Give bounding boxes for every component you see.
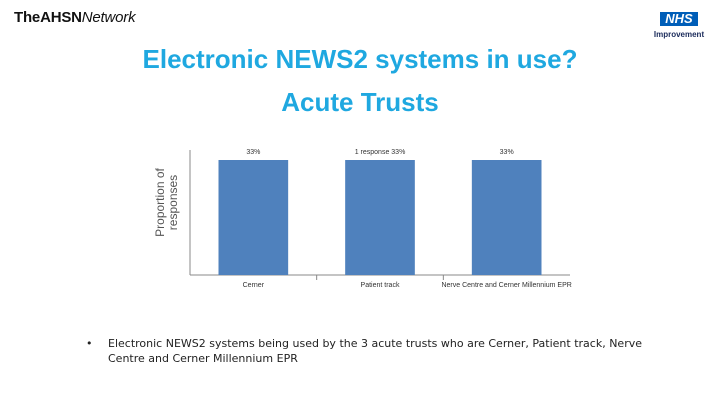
bar-chart: Proportion ofresponses 33% Cerner 1 respons… (153, 149, 572, 289)
x-tick-label-2: Patient track (361, 282, 400, 289)
bullet-text: Electronic NEWS2 systems being used by t… (108, 337, 642, 365)
slide-title-line-2: Acute Trusts (281, 87, 439, 117)
x-tick-label-1: Cerner (243, 282, 265, 289)
nhs-improvement-logo: NHS Improvement (648, 10, 710, 40)
bar-3 (471, 160, 542, 275)
x-tick-label-3: Nerve Centre and Cerner Millennium EPR (441, 282, 571, 289)
bullet-marker: • (86, 337, 93, 350)
data-label-2: 1 response 33% (355, 149, 406, 156)
bar-1 (218, 160, 289, 275)
data-label-1: 33% (246, 149, 260, 156)
nhs-badge: NHS (660, 12, 698, 26)
slide-title-line-1: Electronic NEWS2 systems in use? (142, 44, 578, 74)
brand-the: The (14, 9, 41, 26)
brand-network: Network (81, 9, 136, 26)
brand-ahsn: AHSN (40, 9, 82, 26)
plot-area: Proportion ofresponses 33% Cerner 1 respons… (153, 149, 572, 289)
ahsn-network-logo: TheAHSNNetwork (14, 9, 136, 26)
nhs-sub-label: Improvement (653, 30, 705, 39)
bar-2 (345, 160, 415, 275)
y-axis-label: Proportion ofresponses (153, 167, 180, 236)
data-label-3: 33% (500, 149, 514, 156)
